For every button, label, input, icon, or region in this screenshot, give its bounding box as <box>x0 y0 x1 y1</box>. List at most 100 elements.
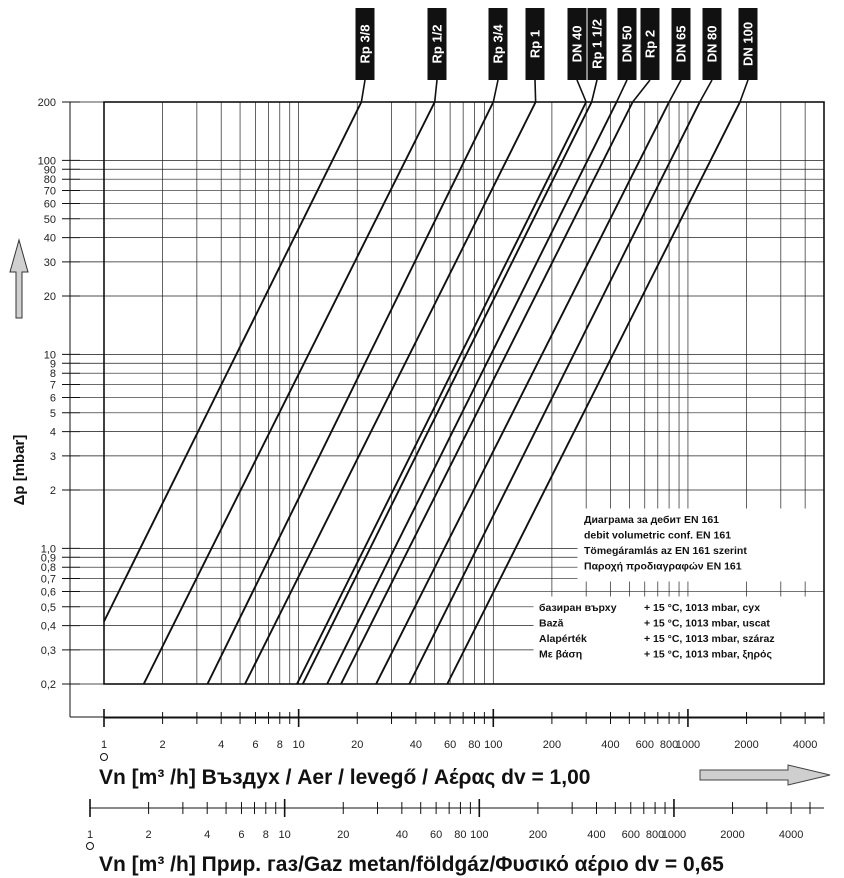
series-tag-label: DN 50 <box>620 26 635 63</box>
series-lines <box>103 101 741 685</box>
y-axis: 200100908070605040302010987654321,00,90,… <box>38 97 824 718</box>
series-leader <box>699 79 713 103</box>
y-tick-label: 1,0 <box>41 543 56 555</box>
condition-label: базиран върху <box>539 602 617 614</box>
y-tick-label: 90 <box>44 164 56 176</box>
x-tick-label: 4 <box>204 829 210 841</box>
x-tick-label: 2 <box>146 829 152 841</box>
y-tick-label: 10 <box>44 349 56 361</box>
x-tick-label: 400 <box>601 739 619 751</box>
series-line <box>244 101 537 685</box>
series-leader <box>360 79 366 103</box>
y-tick-label: 8 <box>50 368 56 380</box>
series-tag <box>427 8 447 80</box>
series-tag <box>640 8 660 80</box>
series-leader <box>615 79 628 103</box>
y-tick-label: 30 <box>44 257 56 269</box>
series-line <box>301 101 593 685</box>
y-tick-label: 0,9 <box>41 552 56 564</box>
series-tag-label: DN 65 <box>674 26 689 63</box>
y-tick-label: 100 <box>38 155 56 167</box>
x-tick-label: 600 <box>622 829 640 841</box>
series-leader <box>576 79 587 103</box>
x-tick-label: 6 <box>238 829 244 841</box>
x-tick-label: 80 <box>454 829 466 841</box>
series-tag-label: Rp 3/8 <box>358 24 373 63</box>
x-tick-label: 4000 <box>793 739 817 751</box>
x-tick-label: 200 <box>543 739 561 751</box>
series-leader <box>534 79 537 103</box>
series-tag-label: DN 80 <box>705 26 720 63</box>
y-tick-label: 7 <box>50 379 56 391</box>
x-tick-label: 1 <box>87 829 93 841</box>
x-tick-label: 8 <box>263 829 269 841</box>
y-tick-label: 200 <box>38 97 56 109</box>
condition-label: Alapérték <box>539 633 587 645</box>
x-tick-label: 10 <box>293 739 305 751</box>
info-line: Παροχή προδιαγραφών EN 161 <box>584 561 742 573</box>
series-tag-label: Rp 3/4 <box>491 24 506 64</box>
y-tick-label: 6 <box>50 392 56 404</box>
series-tag <box>738 8 758 80</box>
series-tag <box>702 8 722 80</box>
x-axis-gas-title: Vn [m³ /h] Прир. газ/Gaz metan/földgáz/Φ… <box>99 853 724 876</box>
y-tick-label: 0,8 <box>41 562 56 574</box>
x-tick-label: 800 <box>646 829 664 841</box>
series-tags: Rp 3/8 Rp 1/2 Rp 3/4 Rp 1 DN 40 Rp 1 1/2 DN 50… <box>355 8 758 80</box>
y-tick-label: 40 <box>44 233 56 245</box>
right-arrow-icon <box>699 764 831 786</box>
density-marker-icon <box>100 753 108 761</box>
x-tick-label: 20 <box>351 739 363 751</box>
series-line <box>340 101 634 685</box>
condition-value: + 15 °C, 1013 mbar, ξηρός <box>644 649 772 661</box>
y-tick-label: 0,6 <box>41 586 56 598</box>
series-line <box>446 101 741 685</box>
x-tick-label: 60 <box>430 829 442 841</box>
x-tick-label: 60 <box>444 739 456 751</box>
label-leaders <box>360 79 749 103</box>
x-tick-label: 100 <box>470 829 488 841</box>
x-tick-label: 8 <box>277 739 283 751</box>
x-tick-label: 800 <box>660 739 678 751</box>
x-tick-label: 600 <box>636 739 654 751</box>
series-leader <box>668 79 682 103</box>
info-box-standard <box>577 508 825 582</box>
y-tick-label: 20 <box>44 291 56 303</box>
series-line <box>296 101 588 685</box>
series-tag <box>671 8 691 80</box>
x-tick-label: 2000 <box>720 829 744 841</box>
condition-value: + 15 °C, 1013 mbar, сух <box>644 602 760 614</box>
x-tick-label: 1000 <box>662 829 686 841</box>
y-tick-label: 0,7 <box>41 573 56 585</box>
x-axis-air-title: Vn [m³ /h] Въздух / Aer / levegő / Αέρας… <box>99 766 590 789</box>
x-tick-label: 4 <box>218 739 224 751</box>
y-tick-label: 0,3 <box>41 645 56 657</box>
info-line: Tömegáramlás az EN 161 szerint <box>584 545 747 557</box>
density-marker-icon <box>86 842 94 850</box>
series-leader <box>492 79 499 103</box>
x-tick-label: 400 <box>587 829 605 841</box>
series-line <box>103 101 363 622</box>
series-line <box>326 101 618 685</box>
y-tick-label: 80 <box>44 174 56 186</box>
info-box-standard-text: Диаграма за дебит EN 161 debit volumetric… <box>584 514 747 573</box>
series-tag-label: Rp 1/2 <box>430 24 445 63</box>
y-tick-label: 0,5 <box>41 602 56 614</box>
info-box-conditions <box>533 596 825 684</box>
y-tick-label: 2 <box>50 485 56 497</box>
x-tick-label: 2 <box>160 739 166 751</box>
series-tag <box>488 8 508 80</box>
x-tick-label: 1000 <box>676 739 700 751</box>
y-axis-title: Δp [mbar] <box>11 435 28 506</box>
y-tick-label: 60 <box>44 198 56 210</box>
series-tag <box>525 8 545 80</box>
y-tick-label: 5 <box>50 408 56 420</box>
condition-label: Bază <box>539 618 564 630</box>
condition-label: Με βάση <box>539 649 582 661</box>
series-tag-label: DN 40 <box>570 26 585 63</box>
x-tick-label: 4000 <box>779 829 803 841</box>
x-tick-label: 200 <box>529 829 547 841</box>
series-tag-label: Rp 1 1/2 <box>590 19 605 69</box>
series-tag <box>587 8 607 80</box>
